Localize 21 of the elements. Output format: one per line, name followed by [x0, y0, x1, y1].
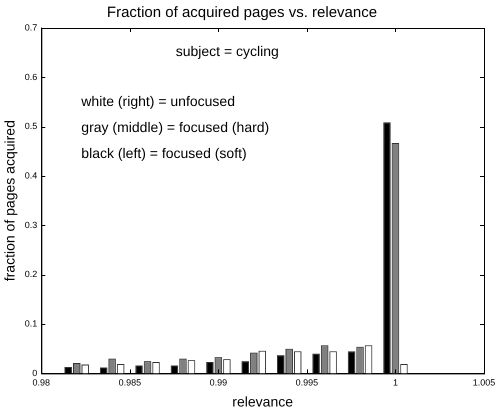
annotation: black (left) = focused (soft)	[81, 145, 247, 161]
y-tick-label: 0	[32, 368, 38, 378]
x-tick-label: 1	[392, 377, 398, 388]
x-tick-label: 0.98	[32, 377, 50, 388]
y-axis-title: fraction of pages acquired	[1, 120, 18, 282]
x-tick-label: 0.995	[296, 377, 318, 388]
y-tick-label: 0.3	[24, 220, 38, 230]
y-tick-label: 0.4	[24, 170, 38, 181]
x-tick-label: 0.99	[210, 377, 228, 388]
annotation: white (right) = unfocused	[80, 93, 236, 109]
y-tick-label: 0.1	[24, 318, 38, 329]
y-tick-label: 0.6	[24, 72, 38, 82]
y-tick-label: 0.7	[24, 22, 38, 32]
x-tick-label: 0.985	[118, 377, 142, 388]
y-tick-label: 0.2	[24, 269, 38, 280]
annotation: subject = cycling	[176, 43, 279, 59]
annotation: gray (middle) = focused (hard)	[81, 119, 270, 135]
x-tick-label: 1.005	[472, 377, 496, 388]
chart-title: Fraction of acquired pages vs. relevance	[106, 4, 378, 22]
x-axis-title: relevance	[232, 393, 294, 410]
y-tick-label: 0.5	[24, 121, 38, 132]
